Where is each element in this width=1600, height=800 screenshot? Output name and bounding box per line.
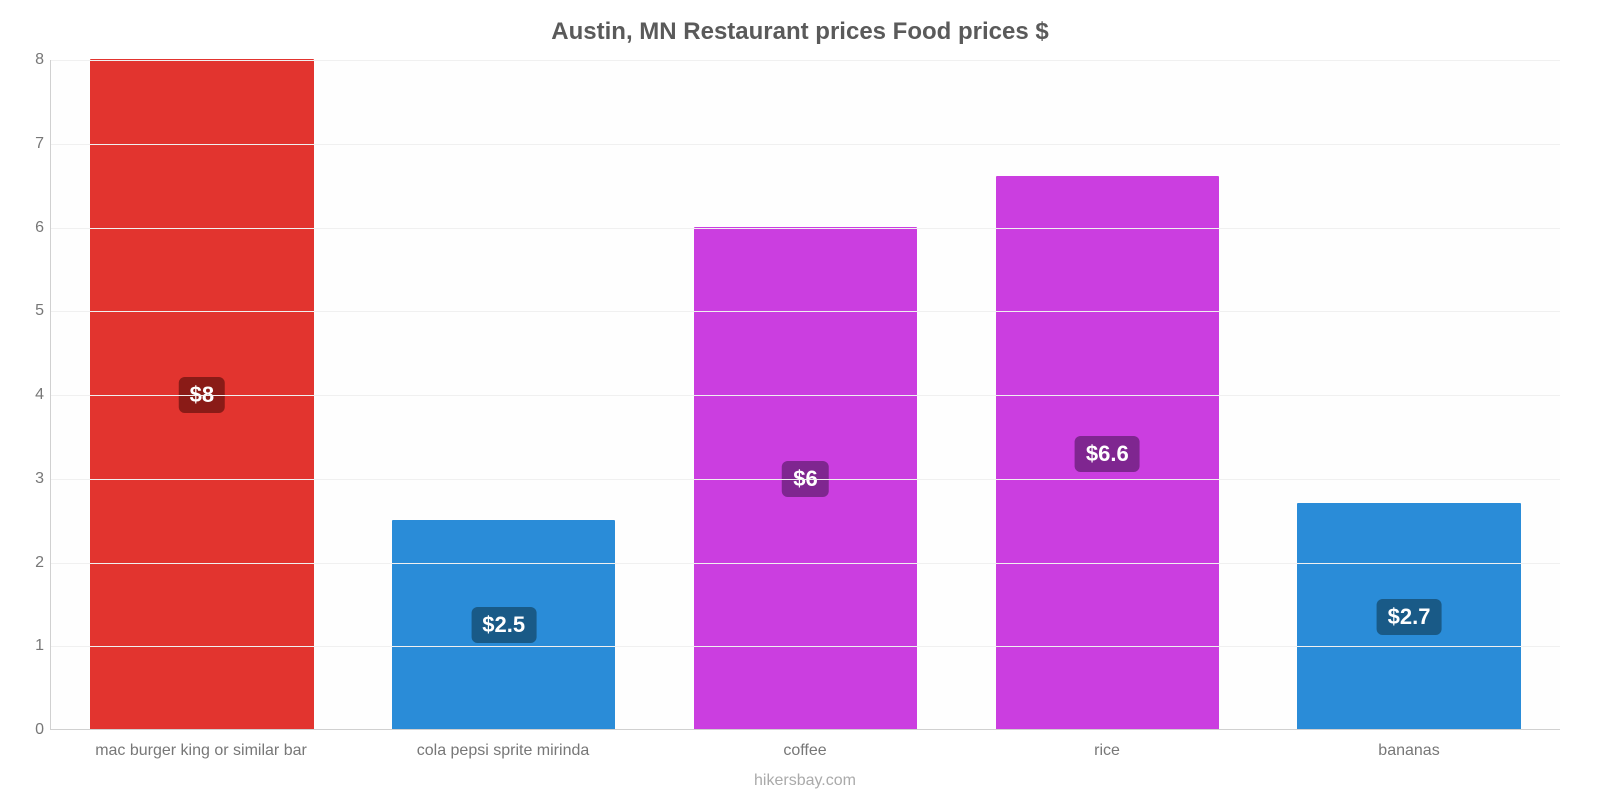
value-badge: $2.7 bbox=[1377, 599, 1442, 635]
value-badge: $6.6 bbox=[1075, 436, 1140, 472]
gridline bbox=[51, 479, 1560, 480]
y-tick-label: 4 bbox=[8, 386, 44, 404]
y-tick-label: 7 bbox=[8, 135, 44, 153]
bar: $6 bbox=[694, 227, 917, 730]
bar: $2.7 bbox=[1297, 503, 1520, 729]
gridline bbox=[51, 646, 1560, 647]
y-tick-label: 5 bbox=[8, 302, 44, 320]
x-tick-label: mac burger king or similar bar bbox=[50, 742, 352, 760]
y-tick-label: 0 bbox=[8, 721, 44, 739]
gridline bbox=[51, 311, 1560, 312]
x-tick-label: coffee bbox=[654, 742, 956, 760]
gridline bbox=[51, 60, 1560, 61]
y-tick-label: 6 bbox=[8, 219, 44, 237]
gridline bbox=[51, 144, 1560, 145]
plot-area: $8 $2.5 $6 $6.6 $2.7 bbox=[50, 60, 1560, 730]
gridline bbox=[51, 395, 1560, 396]
x-tick-label: rice bbox=[956, 742, 1258, 760]
bar: $8 bbox=[90, 59, 313, 729]
x-tick-label: cola pepsi sprite mirinda bbox=[352, 742, 654, 760]
y-tick-label: 8 bbox=[8, 51, 44, 69]
x-axis-labels: mac burger king or similar barcola pepsi… bbox=[50, 742, 1560, 760]
chart-footer: hikersbay.com bbox=[50, 772, 1560, 790]
gridline bbox=[51, 563, 1560, 564]
value-badge: $2.5 bbox=[471, 607, 536, 643]
chart-title: Austin, MN Restaurant prices Food prices… bbox=[0, 18, 1600, 46]
x-tick-label: bananas bbox=[1258, 742, 1560, 760]
y-tick-label: 3 bbox=[8, 470, 44, 488]
chart-container: Austin, MN Restaurant prices Food prices… bbox=[0, 0, 1600, 800]
y-tick-label: 1 bbox=[8, 637, 44, 655]
gridline bbox=[51, 228, 1560, 229]
bar: $2.5 bbox=[392, 520, 615, 729]
y-tick-label: 2 bbox=[8, 554, 44, 572]
